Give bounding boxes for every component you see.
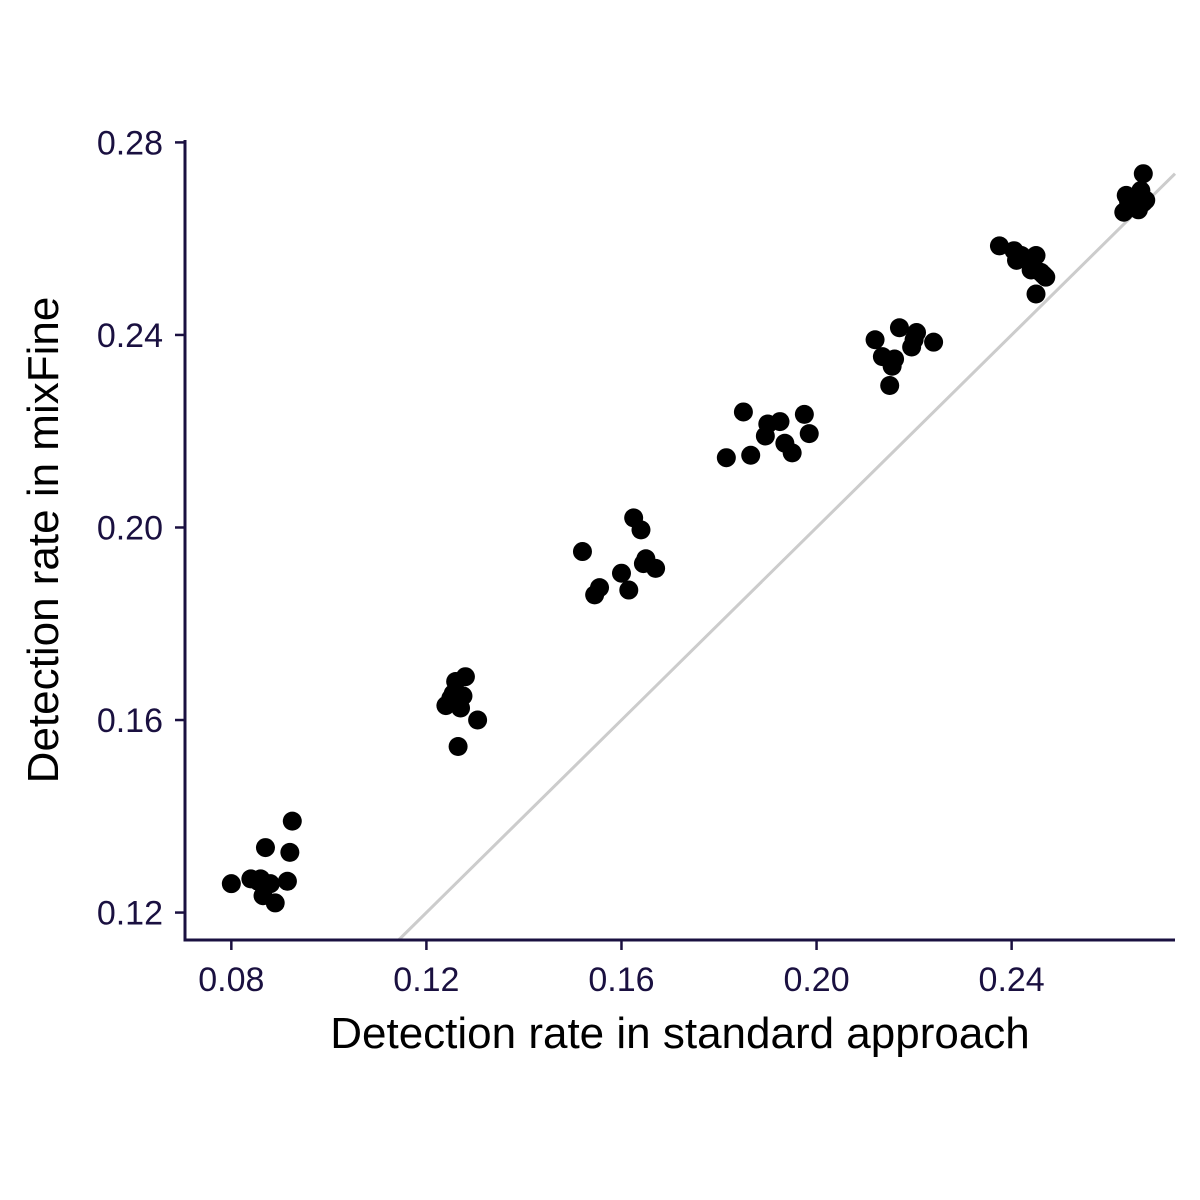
data-point: [619, 580, 639, 600]
data-point: [885, 349, 905, 369]
data-point: [907, 323, 927, 343]
data-point: [989, 236, 1009, 256]
x-tick-label: 0.08: [198, 961, 264, 999]
axes-layer: [183, 140, 1175, 942]
data-point: [265, 893, 285, 913]
data-point: [646, 558, 666, 578]
data-point: [282, 811, 302, 831]
data-point: [448, 736, 468, 756]
data-point: [1026, 284, 1046, 304]
data-point: [1133, 164, 1153, 184]
x-tick-label: 0.24: [979, 961, 1045, 999]
data-point: [1011, 246, 1031, 266]
data-point: [453, 686, 473, 706]
identity-reference-line: [397, 172, 1177, 942]
data-point: [590, 578, 610, 598]
data-point: [1036, 267, 1056, 287]
data-point: [572, 542, 592, 562]
data-point: [468, 710, 488, 730]
data-point: [770, 412, 790, 432]
y-tick-label: 0.24: [97, 317, 163, 355]
x-tick-label: 0.20: [783, 961, 849, 999]
data-point: [716, 448, 736, 468]
data-point: [889, 318, 909, 338]
data-point: [924, 332, 944, 352]
data-point: [631, 520, 651, 540]
data-point: [280, 842, 300, 862]
y-tick-label: 0.12: [97, 895, 163, 933]
data-point: [255, 838, 275, 858]
x-tick-label: 0.12: [393, 961, 459, 999]
y-axis-title: Detection rate in mixFine: [19, 297, 68, 784]
data-point: [221, 874, 241, 894]
data-point: [455, 667, 475, 687]
data-point: [799, 424, 819, 444]
data-point: [880, 375, 900, 395]
data-point: [741, 445, 761, 465]
data-point: [277, 871, 297, 891]
data-point: [1136, 190, 1156, 210]
data-point: [794, 404, 814, 424]
data-point: [611, 563, 631, 583]
data-point: [733, 402, 753, 422]
data-point: [260, 874, 280, 894]
x-tick-label: 0.16: [588, 961, 654, 999]
data-point: [782, 443, 802, 463]
points-layer: [221, 164, 1156, 913]
y-tick-label: 0.20: [97, 509, 163, 547]
data-point: [1026, 246, 1046, 266]
reference-line-layer: [397, 172, 1177, 942]
y-tick-label: 0.16: [97, 702, 163, 740]
x-axis-title: Detection rate in standard approach: [330, 1009, 1030, 1058]
data-point: [865, 330, 885, 350]
y-tick-label: 0.28: [97, 124, 163, 162]
ticks-layer: 0.08 0.12 0.16 0.20 0.24 0.12 0.16 0.20 0.24 0.28: [97, 124, 1045, 999]
